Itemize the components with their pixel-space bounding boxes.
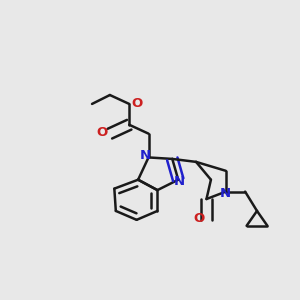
Text: N: N xyxy=(174,175,185,188)
Text: O: O xyxy=(131,98,142,110)
Text: O: O xyxy=(194,212,205,225)
Text: N: N xyxy=(140,149,151,162)
Text: O: O xyxy=(97,126,108,139)
Text: N: N xyxy=(220,187,231,200)
